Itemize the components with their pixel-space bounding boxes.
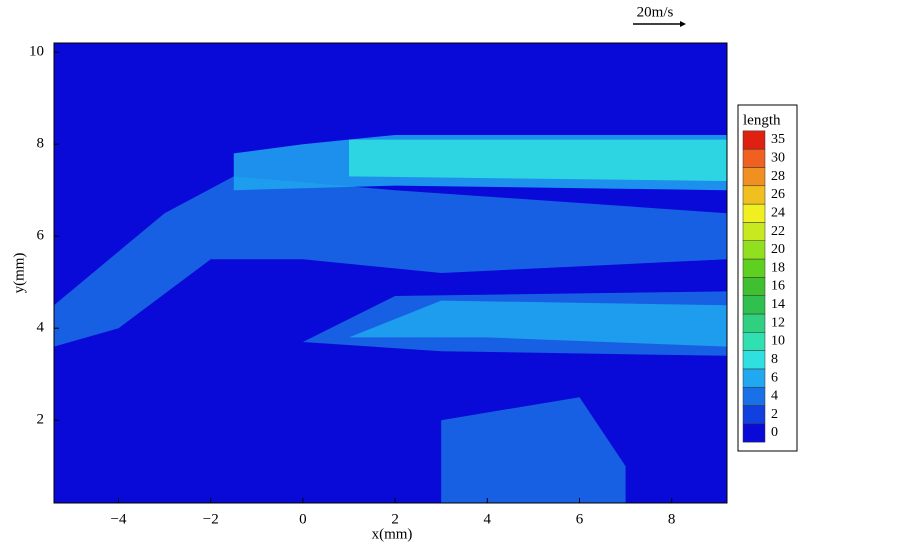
x-tick-label: −2 [203,511,219,527]
colorbar-label: 12 [771,315,785,330]
contour-region [349,139,727,181]
colorbar-label: 30 [771,151,785,166]
colorbar-swatch [742,405,766,425]
colorbar-label: 10 [771,334,785,349]
x-tick-label: 6 [576,511,584,527]
colorbar-label: 22 [771,224,785,239]
x-tick-label: 2 [391,511,399,527]
scale-arrow-head [680,21,686,27]
x-axis-label: x(mm) [372,526,413,542]
colorbar-swatch [742,240,766,260]
colorbar-label: 0 [771,425,778,440]
y-tick-label: 2 [37,412,45,428]
colorbar-swatch [742,277,766,296]
colorbar-label: 20 [771,242,785,257]
colorbar-label: 24 [771,205,785,220]
colorbar-swatch [742,130,766,150]
colorbar-label: 8 [771,352,778,367]
colorbar-swatch [742,386,766,406]
colorbar-swatch [742,423,766,443]
colorbar-label: 35 [771,132,785,147]
colorbar-swatch [742,295,766,315]
colorbar-label: 4 [771,389,778,404]
contour-region [441,397,626,503]
scale-label: 20m/s [637,4,674,20]
colorbar-label: 6 [771,370,778,385]
colorbar-swatch [742,185,766,205]
colorbar-label: 2 [771,407,778,422]
y-axis-label: y(mm) [11,253,27,294]
y-tick-label: 8 [37,136,45,152]
x-tick-label: 0 [299,511,307,527]
colorbar-title: length [743,112,781,128]
contour-region [349,300,727,347]
y-tick-label: 10 [29,44,44,60]
y-tick-label: 4 [37,320,45,336]
colorbar-swatch [742,203,766,223]
colorbar-swatch [742,167,766,187]
colorbar-label: 14 [771,297,785,312]
colorbar-swatch [742,313,766,333]
colorbar-swatch [742,222,766,241]
x-tick-label: 4 [484,511,492,527]
colorbar-swatch [742,368,766,388]
colorbar-label: 26 [771,187,785,202]
colorbar-swatch [742,258,766,278]
plot-frame [53,42,728,504]
x-tick-label: 8 [668,511,676,527]
colorbar-label: 28 [771,169,785,184]
contour-region [54,176,727,347]
colorbar-swatch [742,350,766,370]
colorbar-label: 16 [771,279,785,294]
colorbar-swatch [742,332,766,351]
y-tick-label: 6 [37,228,45,244]
x-tick-label: −4 [111,511,127,527]
colorbar-swatch [742,148,766,168]
colorbar-label: 18 [771,260,785,275]
